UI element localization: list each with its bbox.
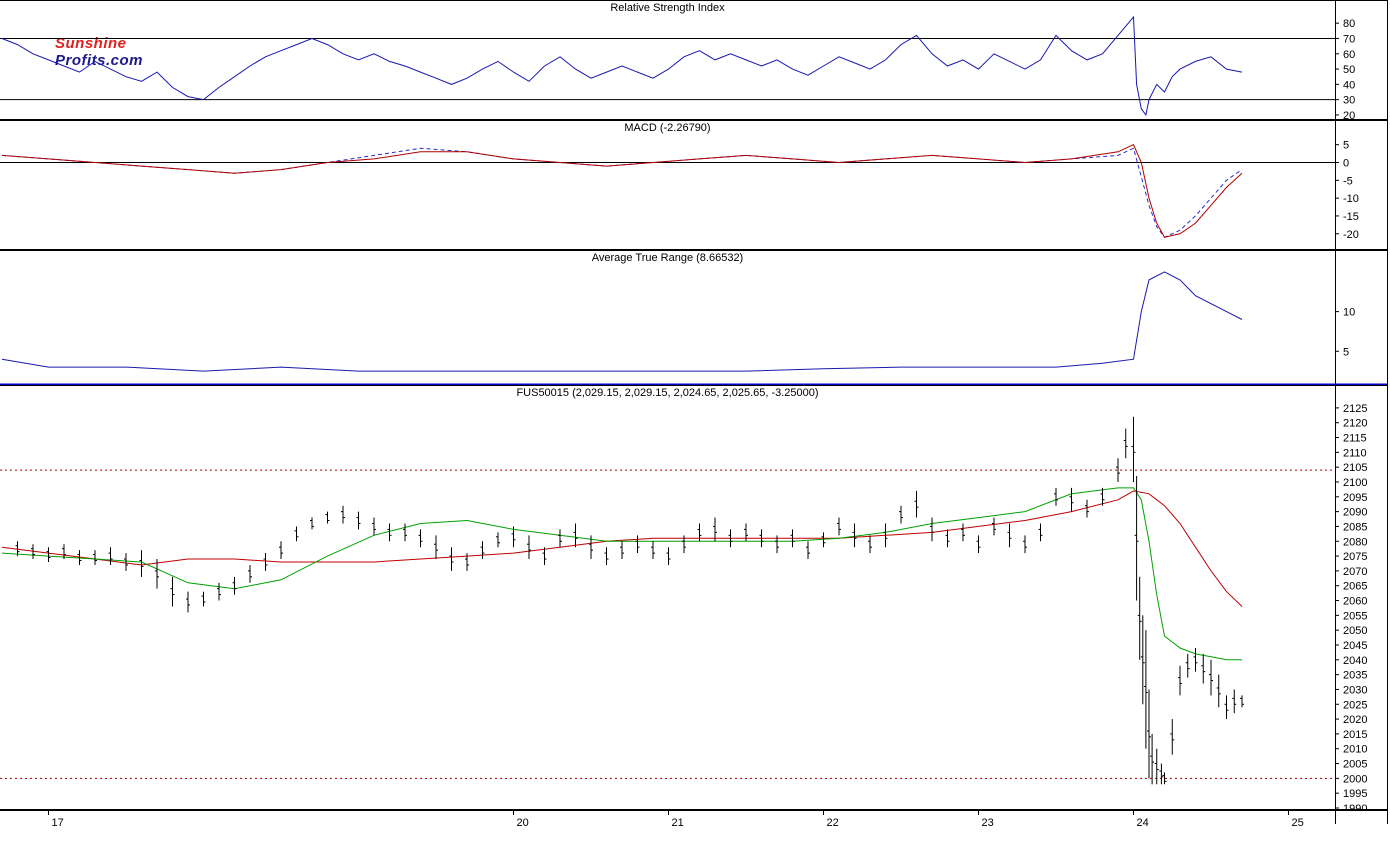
svg-text:20: 20 [517,817,529,829]
financial-chart: Sunshine Profits.com Relative Strength I… [0,0,1390,844]
svg-text:24: 24 [1137,817,1149,829]
svg-text:2080: 2080 [1343,536,1367,548]
svg-text:60: 60 [1343,49,1355,61]
svg-text:2120: 2120 [1343,418,1367,430]
svg-text:23: 23 [982,817,994,829]
svg-text:21: 21 [672,817,684,829]
svg-text:2090: 2090 [1343,507,1367,519]
svg-text:2115: 2115 [1343,433,1367,445]
xaxis-svg: 17 20 21 22 23 24 25 [0,810,1390,844]
rsi-title: Relative Strength Index [610,2,725,14]
svg-text:2040: 2040 [1343,655,1367,667]
svg-text:1995: 1995 [1343,788,1367,800]
macd-svg: MACD (-2.26790) -20 -15 -10 -5 0 5 [0,120,1390,250]
price-svg: FUS50015 (2,029.15, 2,029.15, 2,024.65, … [0,385,1390,810]
svg-text:2075: 2075 [1343,551,1367,563]
svg-text:22: 22 [827,817,839,829]
svg-text:25: 25 [1292,817,1304,829]
rsi-svg: Relative Strength Index 20 30 40 50 60 70 80 [0,0,1390,120]
svg-text:30: 30 [1343,95,1355,107]
price-panel: FUS50015 (2,029.15, 2,029.15, 2,024.65, … [0,385,1390,810]
svg-text:2055: 2055 [1343,610,1367,622]
svg-text:2010: 2010 [1343,744,1367,756]
svg-text:40: 40 [1343,79,1355,91]
svg-text:17: 17 [52,817,64,829]
svg-text:20: 20 [1343,110,1355,120]
svg-text:70: 70 [1343,33,1355,45]
svg-text:-5: -5 [1343,175,1353,187]
svg-text:2065: 2065 [1343,581,1367,593]
svg-text:2025: 2025 [1343,699,1367,711]
atr-panel: Average True Range (8.66532) 5 10 [0,250,1390,385]
svg-text:80: 80 [1343,18,1355,30]
svg-text:50: 50 [1343,64,1355,76]
svg-text:2105: 2105 [1343,462,1367,474]
svg-text:2020: 2020 [1343,714,1367,726]
svg-text:2045: 2045 [1343,640,1367,652]
svg-text:2035: 2035 [1343,670,1367,682]
rsi-panel: Relative Strength Index 20 30 40 50 60 70 80 [0,0,1390,120]
svg-text:2085: 2085 [1343,521,1367,533]
macd-title: MACD (-2.26790) [624,122,710,134]
svg-text:2060: 2060 [1343,596,1367,608]
svg-text:2015: 2015 [1343,729,1367,741]
svg-text:1990: 1990 [1343,803,1367,810]
atr-title: Average True Range (8.66532) [592,252,743,264]
atr-svg: Average True Range (8.66532) 5 10 [0,250,1390,385]
svg-text:-15: -15 [1343,211,1359,223]
svg-text:2000: 2000 [1343,773,1367,785]
svg-text:2095: 2095 [1343,492,1367,504]
xaxis-panel: 17 20 21 22 23 24 25 [0,810,1390,844]
svg-text:-10: -10 [1343,193,1359,205]
svg-text:2050: 2050 [1343,625,1367,637]
svg-text:2110: 2110 [1343,447,1367,459]
macd-panel: MACD (-2.26790) -20 -15 -10 -5 0 5 [0,120,1390,250]
svg-text:2005: 2005 [1343,759,1367,771]
svg-text:2100: 2100 [1343,477,1367,489]
price-title: FUS50015 (2,029.15, 2,029.15, 2,024.65, … [516,387,818,399]
svg-text:5: 5 [1343,140,1349,152]
svg-text:2030: 2030 [1343,684,1367,696]
svg-text:0: 0 [1343,158,1349,170]
svg-text:-20: -20 [1343,229,1359,241]
svg-text:2125: 2125 [1343,403,1367,415]
svg-text:2070: 2070 [1343,566,1367,578]
svg-text:5: 5 [1343,346,1349,358]
svg-text:10: 10 [1343,307,1355,319]
